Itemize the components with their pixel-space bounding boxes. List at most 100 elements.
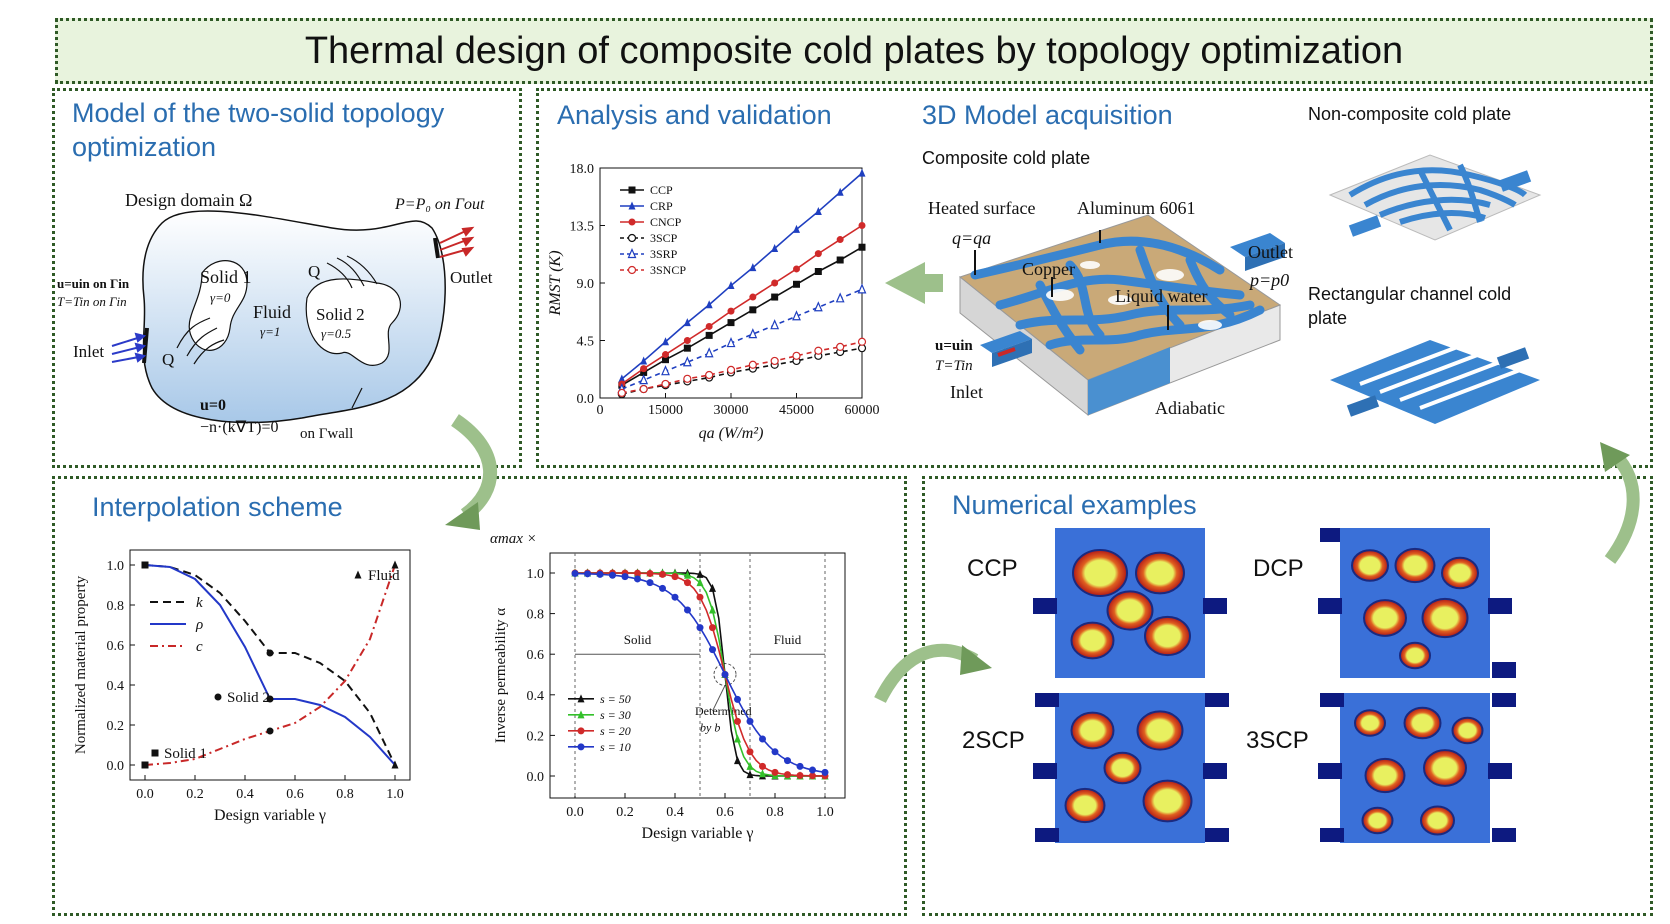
composite-plate-3d [958, 214, 1285, 417]
arrow-numerical-to-rect-head [1600, 442, 1630, 472]
legend-label-CCP: CCP [650, 183, 673, 197]
data-point-CCP [771, 293, 779, 301]
hot-region [1399, 641, 1431, 670]
data-point-s10 [609, 571, 616, 579]
copper-label: Copper [1022, 259, 1075, 279]
legend-marker-CNCP [628, 218, 636, 226]
data-point-CNCP [640, 365, 648, 373]
arrow-acq-to-analysis [885, 262, 925, 304]
series-line-CNCP [621, 224, 863, 385]
legend-label-3SRP: 3SRP [650, 247, 678, 261]
x-tick-label: 0.4 [666, 805, 684, 820]
y-axis-label: Inverse permeability α [493, 608, 509, 743]
data-point-s30 [684, 570, 691, 579]
data-point-s10 [809, 766, 816, 774]
data-point-CRP [705, 300, 713, 309]
rmst-chart: 0 15000 30000 45000 60000 0.0 4.5 9.0 13.5 18.0 qa… [547, 162, 880, 442]
outlet-port [1203, 763, 1227, 779]
legend-label-k: k [196, 595, 203, 611]
legend-label-CRP: CRP [650, 199, 673, 213]
permeability-chart: αmax × 0.0 0.2 0.4 0.6 0.8 1.0 0.0 0.2 0.4 0.6 0.8 1… [490, 531, 846, 842]
data-point-CCP [793, 280, 800, 288]
x-tick-label: 0 [597, 403, 604, 418]
hot-region [1394, 547, 1436, 584]
b-pointer [712, 685, 726, 712]
data-point-s10 [621, 573, 629, 581]
legend-label-s10: s = 10 [600, 740, 631, 754]
interpolation-panel [52, 476, 907, 916]
x-tick-label: 0.6 [286, 787, 304, 802]
data-point-CNCP [771, 279, 779, 287]
point-solid2 [266, 695, 274, 703]
data-point-3SRP [857, 283, 867, 294]
legend-label-3SNCP: 3SNCP [650, 263, 686, 277]
liquid-label: Liquid water [1115, 286, 1208, 306]
data-point-3SRP [770, 319, 780, 330]
outlet-bc-label: P=P₀ on Γout [395, 196, 485, 213]
data-point-CRP [793, 224, 800, 233]
rect-channel-plate [1330, 340, 1540, 424]
legend-marker-CCP [628, 186, 636, 194]
x-tick-label: 0.6 [716, 805, 734, 820]
data-point-3SNCP [770, 356, 779, 366]
solid1-annotation: Solid 1 [164, 746, 207, 762]
hot-region [1441, 556, 1479, 590]
data-point-s20 [784, 771, 791, 779]
plot-frame [129, 549, 411, 781]
data-point-s20 [684, 579, 691, 587]
y-multiplier-label: αmax × [490, 531, 537, 547]
legend-marker-3SCP [627, 233, 637, 243]
acquisition-heading: 3D Model acquisition [922, 100, 1173, 130]
outlet-port [1488, 763, 1512, 779]
data-point-CRP [683, 318, 691, 327]
ccp-field [1033, 528, 1227, 678]
y-tick-label: 1.0 [107, 559, 125, 574]
point-solid1 [141, 761, 149, 769]
x-tick-label: 0.2 [616, 805, 634, 820]
data-point-s10 [759, 735, 766, 743]
data-point-CCP [662, 356, 669, 364]
x-axis-label: Design variable γ [214, 807, 326, 824]
data-point-3SNCP [705, 370, 714, 380]
fluid-annotation: Fluid [368, 568, 400, 584]
data-point-s50 [746, 770, 754, 779]
data-point-3SNCP [836, 342, 845, 351]
solid1-legend-marker [151, 749, 159, 757]
solid1-label: Solid 1 [200, 267, 252, 287]
x-tick-label: 0.4 [236, 787, 254, 802]
hot-region [1072, 549, 1128, 597]
inlet-3d-label: Inlet [950, 382, 983, 402]
data-point-3SNCP [683, 374, 692, 383]
t-in-label: T=Tin [935, 358, 973, 374]
adiabatic-label: Adiabatic [1155, 398, 1225, 418]
data-point-3SNCP [857, 337, 867, 346]
data-point-3SRP [748, 328, 758, 339]
data-point-s10 [721, 671, 729, 678]
model-heading: Model of the two-solid topology optimiza… [72, 98, 445, 162]
data-point-s10 [821, 768, 829, 776]
data-point-CCP [814, 268, 822, 275]
noncomposite-plate [1328, 154, 1542, 241]
legend-label-s20: s = 20 [600, 724, 631, 738]
hot-region [1064, 787, 1106, 824]
data-point-s20 [809, 772, 816, 780]
inlet-label: Inlet [73, 342, 105, 361]
material-property-chart: 0.0 0.2 0.4 0.6 0.8 1.0 0.0 0.2 0.4 0.6 0.8 1.0 Desi… [73, 549, 411, 824]
hot-region [1363, 599, 1407, 637]
x-tick-label: 0.0 [566, 805, 584, 820]
x-tick-label: 0.2 [186, 787, 204, 802]
legend-marker-s20 [577, 727, 585, 735]
composite-label: Composite cold plate [922, 148, 1091, 168]
y-tick-label: 13.5 [570, 220, 595, 235]
inlet-port [1033, 763, 1057, 779]
data-point-CNCP [662, 351, 669, 359]
data-point-s20 [796, 771, 804, 779]
inlet-port [1318, 763, 1342, 779]
data-point-s10 [696, 624, 704, 632]
legend-marker-CRP [628, 201, 636, 210]
port [1205, 828, 1229, 842]
outlet-3d-label: Outlet [1248, 242, 1293, 262]
numerical-heading: Numerical examples [952, 490, 1197, 520]
data-point-3SNCP [792, 351, 801, 360]
